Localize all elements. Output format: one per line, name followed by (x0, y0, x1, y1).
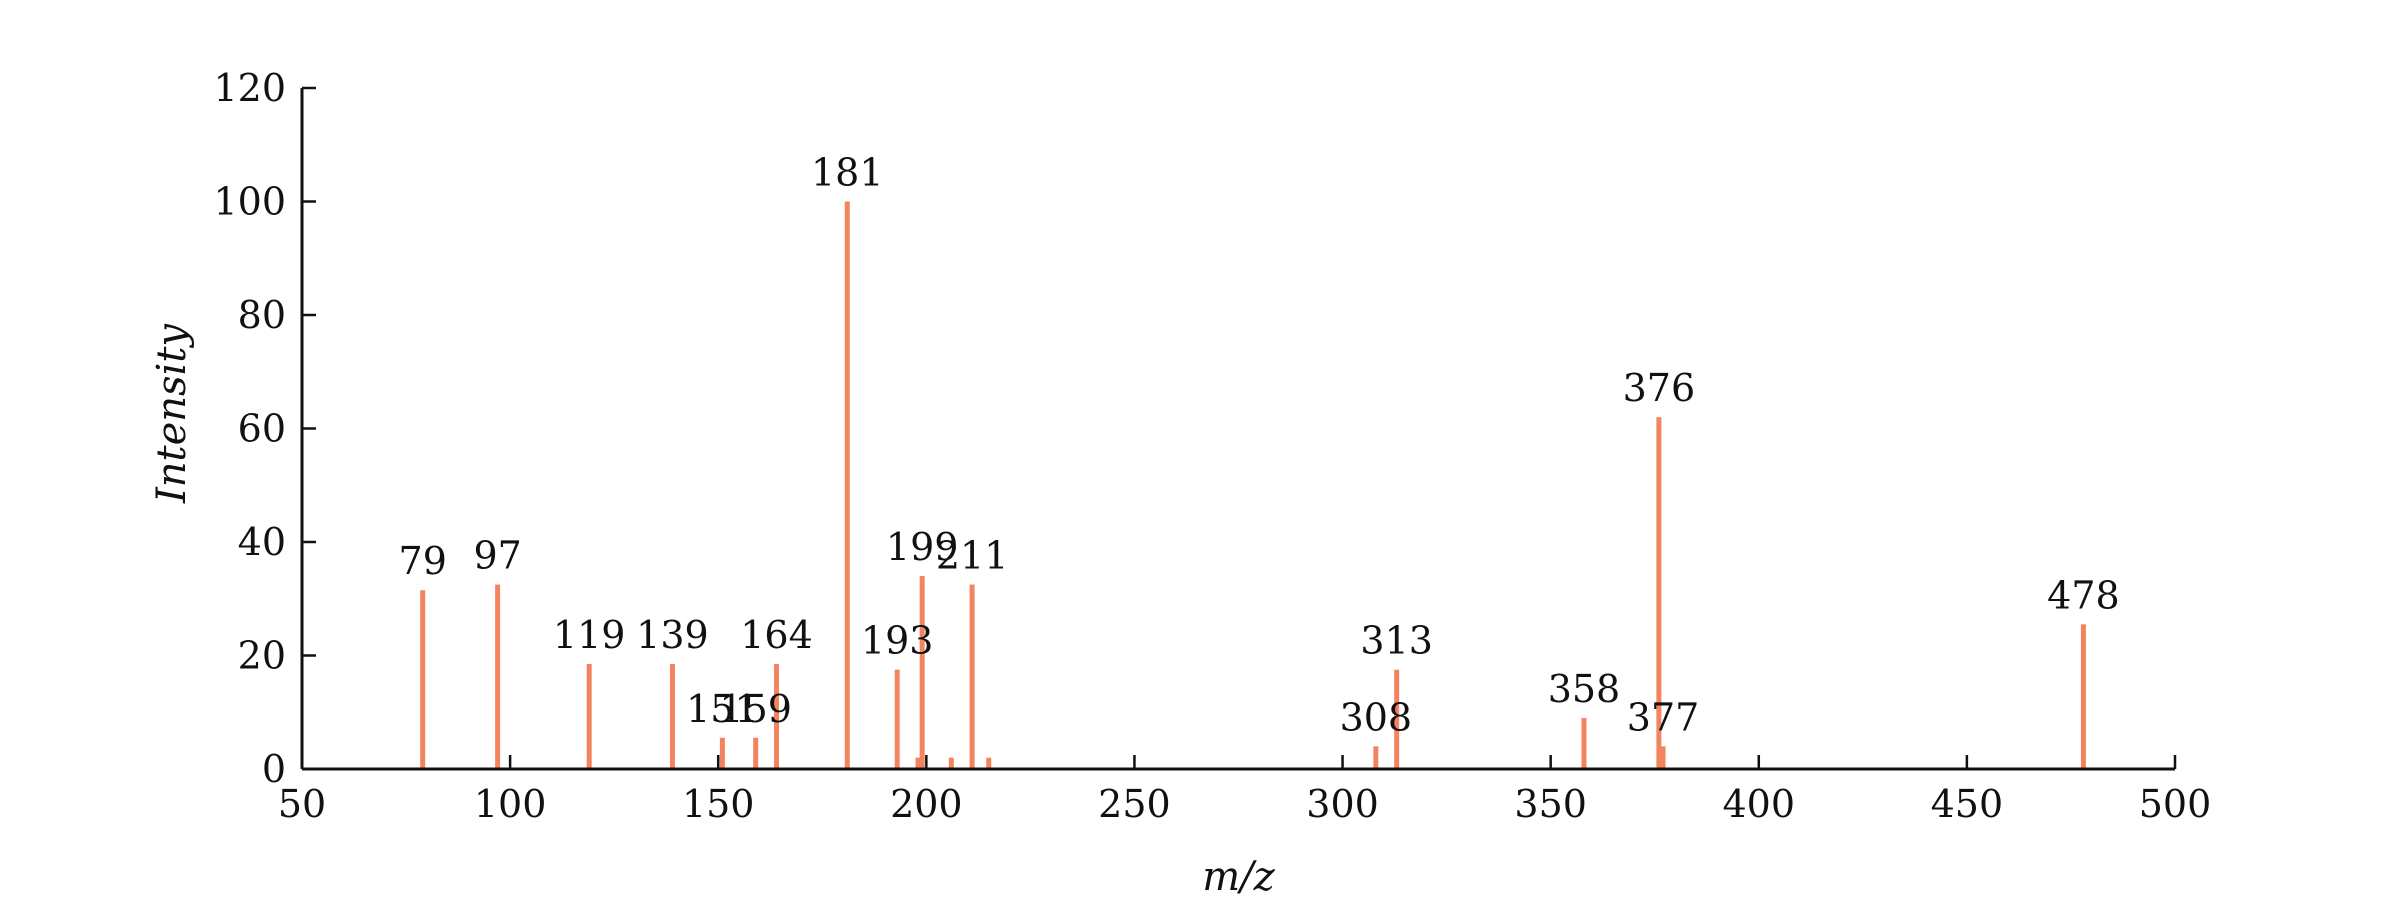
x-tick-label: 500 (2139, 782, 2212, 826)
peak-bar (1373, 746, 1379, 769)
peak-bar (894, 669, 900, 769)
peak-label: 478 (2047, 573, 2120, 617)
peak-label: 97 (473, 534, 521, 578)
x-tick-label: 150 (682, 782, 755, 826)
peak-bar (420, 590, 426, 769)
peak-label: 193 (861, 619, 934, 663)
y-axis-ticks: 0 20 40 60 80 100 120 (213, 66, 316, 791)
peak-bar (753, 737, 759, 769)
x-tick-label: 300 (1306, 782, 1379, 826)
peak-bar (586, 664, 592, 769)
peak-label: 151 (686, 687, 759, 731)
peak-label: 164 (740, 613, 813, 657)
peak-bar (948, 757, 954, 769)
peak-label: 211 (936, 534, 1009, 578)
x-tick-label: 350 (1514, 782, 1587, 826)
y-tick-label: 20 (238, 634, 286, 678)
peak-bar (495, 584, 501, 769)
peak-bar (1394, 669, 1400, 769)
peak-label: 139 (636, 613, 709, 657)
x-tick-label: 250 (1098, 782, 1171, 826)
y-tick-label: 120 (213, 66, 286, 110)
y-tick-label: 0 (262, 747, 286, 791)
peak-label: 79 (399, 539, 447, 583)
peak-label: 358 (1548, 667, 1621, 711)
peak-label: 313 (1360, 619, 1433, 663)
y-tick-label: 80 (238, 293, 286, 337)
peak-bars (420, 201, 2086, 769)
y-tick-label: 40 (238, 520, 286, 564)
y-tick-label: 100 (213, 180, 286, 224)
peak-bar (719, 737, 725, 769)
peak-label: 119 (553, 613, 626, 657)
x-tick-label: 450 (1931, 782, 2004, 826)
peak-bar (1660, 746, 1666, 769)
y-axis-title: Intensity (149, 323, 195, 504)
x-tick-label: 400 (1723, 782, 1796, 826)
peak-bar (986, 757, 992, 769)
peak-label: 376 (1623, 366, 1696, 410)
peak-label: 181 (811, 151, 884, 195)
peak-bar (969, 584, 975, 769)
peak-bar (1581, 717, 1587, 769)
x-tick-label: 200 (890, 782, 963, 826)
x-tick-label: 100 (474, 782, 547, 826)
peak-bar (773, 664, 779, 769)
peak-bar (915, 757, 921, 769)
peak-bar (919, 576, 925, 769)
peak-label: 199 (886, 525, 959, 569)
peak-label: 377 (1627, 695, 1700, 739)
y-tick-label: 60 (238, 407, 286, 451)
x-tick-label: 50 (278, 782, 326, 826)
peak-bar (1656, 417, 1662, 769)
x-axis-title: m/z (1202, 854, 1275, 900)
peak-bar (669, 664, 675, 769)
peak-label: 159 (719, 687, 792, 731)
peak-label: 308 (1340, 695, 1413, 739)
peak-bar (844, 201, 850, 769)
x-axis-ticks: 50 100 150 200 250 300 350 400 450 500 (278, 755, 2211, 826)
peak-bar (2080, 624, 2086, 769)
